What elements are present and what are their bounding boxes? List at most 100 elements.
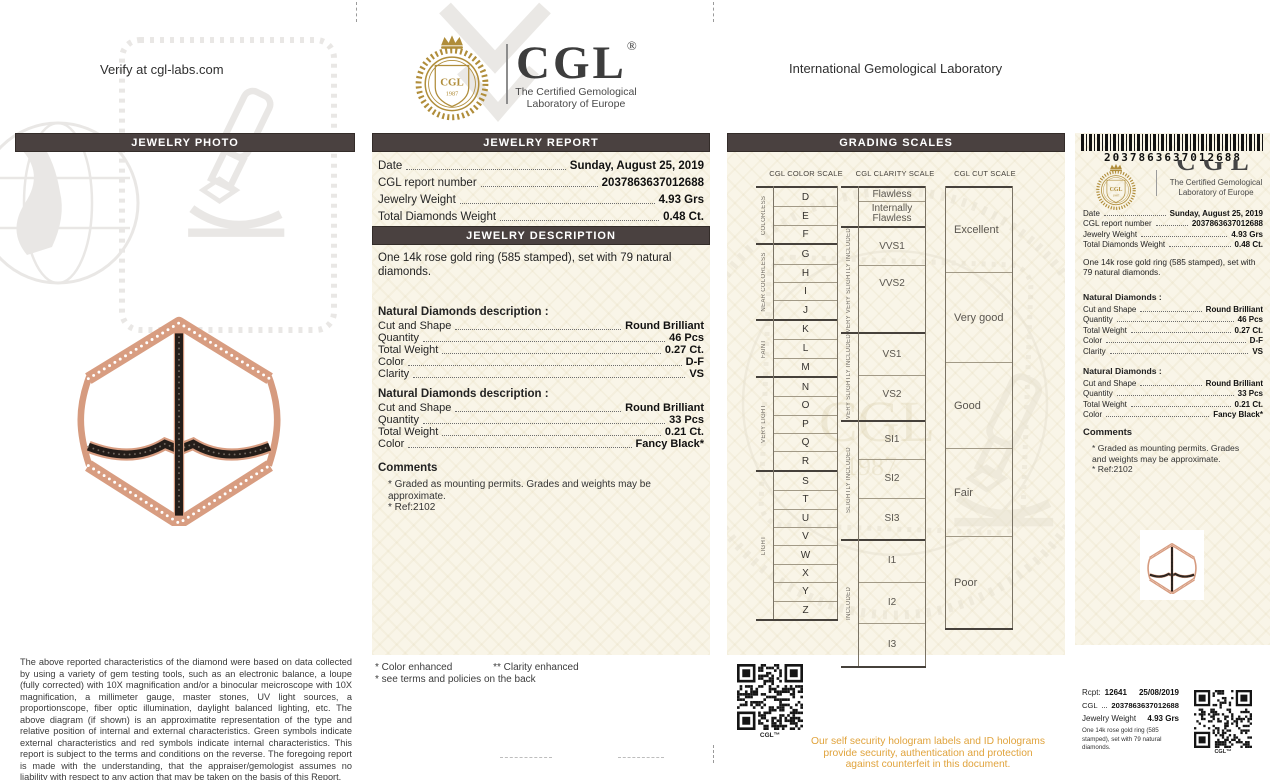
dotted-leader: [422, 423, 666, 424]
comment-line: * Ref:2102: [388, 502, 436, 513]
intl-lab-title: International Gemological Laboratory: [789, 61, 1003, 76]
scale-group-label: VERY VERY SLIGHTLY INCLUDED: [846, 228, 852, 333]
field-label: Total Weight: [1083, 399, 1127, 409]
scale-cells: SI1 SI2 SI3: [858, 422, 926, 539]
scale-group: Flawless Internally Flawless: [841, 186, 926, 226]
scale-group-label: VERY SLIGHTLY INCLUDED: [846, 334, 852, 420]
scale-cell: M: [773, 357, 838, 376]
ring-photo: [70, 288, 288, 526]
logo-tagline-1: The Certified Gemological: [515, 86, 637, 98]
stub-divider: [1156, 170, 1157, 196]
field-value: 2037863637012688: [601, 177, 704, 189]
field-value: 4.93 Grs: [1231, 229, 1263, 239]
stub-diamond-rows: Cut and Shape Round Brilliant Quantity 46 P…: [1083, 303, 1263, 356]
comment-line: * Ref:2102: [1092, 464, 1133, 474]
field-label: Color: [1083, 410, 1103, 419]
dotted-leader: [422, 341, 666, 342]
field-value: 0.48 Ct.: [1234, 240, 1263, 249]
field-label: Total Diamonds Weight: [378, 211, 497, 223]
cgl-number: 2037863637012688: [1111, 701, 1179, 710]
field-row: Total Weight 0.27 Ct.: [1083, 324, 1263, 335]
scale-cell: Very good: [945, 272, 1013, 362]
field-label: Clarity: [378, 368, 410, 380]
field-value: 0.48 Ct.: [663, 211, 704, 223]
cgl-seal-icon: [1096, 162, 1136, 211]
scale-group-label: VERY LIGHT: [761, 404, 767, 444]
scale-cell: Flawless: [872, 188, 912, 200]
stub-tagline: The Certified Gemological Laboratory of …: [1168, 178, 1264, 197]
scale-cells: Flawless Internally Flawless: [858, 188, 926, 226]
comments-title: Comments: [378, 462, 438, 474]
scale-cell: VVS1: [879, 240, 905, 252]
stub-brand-cropped: CGL: [1168, 160, 1264, 175]
scale-cell: Poor: [945, 536, 1013, 628]
stub-diamond-rows: Cut and Shape Round Brilliant Quantity 33 P…: [1083, 377, 1263, 420]
field-row: Cut and Shape Round Brilliant: [378, 320, 704, 332]
field-row: Total Weight 0.27 Ct.: [378, 344, 704, 356]
color-scale: COLORLESS D E F NEAR COLORLESS G H I J FAINT K L M VE…: [756, 186, 838, 621]
scale-cell: Internally Flawless: [858, 201, 926, 226]
field-value: 0.21 Ct.: [664, 426, 704, 438]
scale-cell: VVS2: [858, 265, 926, 302]
dotted-leader: [1140, 310, 1202, 312]
field-value: 46 Pcs: [1237, 315, 1263, 324]
footnote-color-enhanced: * Color enhanced: [375, 662, 453, 673]
security-notice: Our self security hologram labels and ID…: [810, 736, 1046, 770]
field-label: Quantity: [378, 332, 419, 344]
dotted-leader: [455, 411, 622, 412]
clarity-scale-title: CGL CLARITY SCALE: [855, 169, 935, 178]
scale-group-label: FAINT: [761, 339, 767, 358]
receipt-rcpt-row: Rcpt: 12641 25/08/2019: [1082, 684, 1179, 697]
dotted-leader: [408, 447, 632, 448]
footnote-clarity-enhanced: ** Clarity enhanced: [493, 662, 579, 673]
field-label: Color: [378, 438, 405, 450]
scale-cell: Fair: [945, 448, 1013, 536]
field-label: Quantity: [1083, 389, 1113, 398]
diamond-block-title: Natural Diamonds description :: [378, 388, 549, 400]
logo-divider: [506, 44, 508, 104]
field-row: Total Weight 0.21 Ct.: [378, 426, 704, 438]
rcpt-number: 12641: [1104, 688, 1127, 697]
scale-cells: VS1 VS2: [858, 334, 926, 419]
rcpt-label: Rcpt:: [1082, 688, 1101, 697]
field-label: Cut and Shape: [378, 320, 452, 332]
diamond-block-rows: Cut and Shape Round Brilliant Quantity 46 P…: [378, 320, 704, 380]
scale-cell: L: [773, 339, 838, 357]
scale-cell: J: [773, 300, 838, 318]
dotted-leader: [1116, 395, 1234, 396]
field-row: Cut and Shape Round Brilliant: [1083, 303, 1263, 314]
stub-diamond-title: Natural Diamonds :: [1083, 292, 1162, 302]
scale-cell: Z: [773, 600, 838, 619]
comment-line: * Graded as mounting permits. Grades and…: [1092, 443, 1240, 464]
scale-group: NEAR COLORLESS G H I J: [756, 243, 838, 319]
field-value: 0.27 Ct.: [664, 344, 704, 356]
scale-group-label: NEAR COLORLESS: [761, 252, 767, 312]
fold-mark: [356, 2, 357, 22]
field-row: Color D-F: [378, 356, 704, 368]
field-row: CGL report number 2037863637012688: [378, 172, 704, 189]
scale-cell: I3: [858, 622, 926, 666]
dotted-leader: [1169, 246, 1231, 247]
dotted-leader: [1141, 235, 1228, 237]
field-value: Round Brilliant: [625, 402, 704, 414]
dotted-leader: [1140, 384, 1202, 386]
qr-code: [737, 664, 803, 735]
logo-wordmark: CGL®: [516, 36, 637, 90]
field-label: Cut and Shape: [1083, 378, 1137, 388]
scale-group-label: COLORLESS: [761, 195, 767, 236]
dotted-leader: [1106, 416, 1210, 417]
scale-cell: X: [773, 563, 838, 582]
dotted-leader: [413, 377, 686, 378]
dotted-leader: [455, 329, 622, 330]
scale-cell: SI3: [858, 497, 926, 539]
scale-cell: S: [802, 475, 809, 487]
scale-group: FAINT K L M: [756, 318, 838, 376]
verify-url: Verify at cgl-labs.com: [100, 62, 224, 77]
field-value: 33 Pcs: [1237, 389, 1263, 398]
field-label: Total Weight: [378, 426, 439, 438]
field-value: Sunday, August 25, 2019: [1169, 208, 1263, 218]
barcode: [1081, 134, 1265, 156]
color-scale-title: CGL COLOR SCALE: [769, 169, 843, 178]
